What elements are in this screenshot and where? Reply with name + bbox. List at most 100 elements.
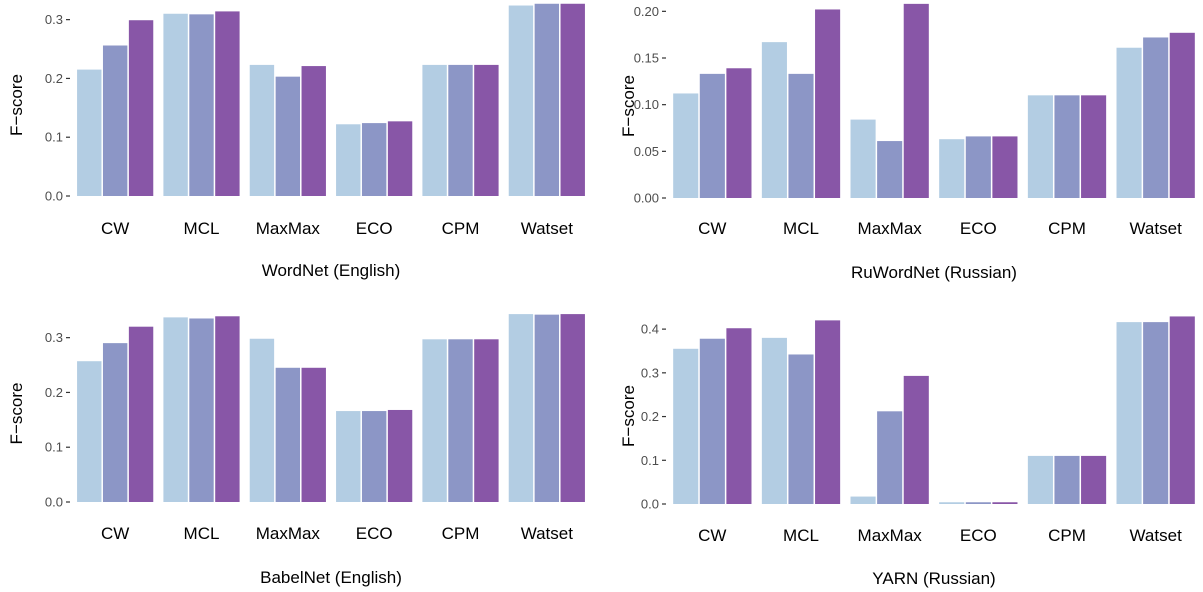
y-tick-label: 0.2: [45, 71, 63, 86]
bar-cw-series-2: [102, 45, 128, 197]
y-tick-label: 0.3: [45, 12, 63, 27]
x-tick-label: CW: [698, 219, 726, 238]
bar-watset-series-3: [1169, 32, 1195, 198]
y-tick-label: 0.3: [641, 365, 659, 380]
bar-maxmax-series-1: [850, 496, 876, 504]
y-tick-label: 0.0: [45, 189, 63, 204]
x-tick-label: CW: [101, 219, 129, 238]
bar-watset-series-2: [1143, 37, 1169, 198]
x-tick-label: CW: [698, 526, 726, 545]
bar-mcl-series-2: [189, 14, 214, 196]
bar-maxmax-series-3: [301, 66, 326, 196]
bar-eco-series-1: [939, 139, 965, 198]
y-tick-label: 0.3: [45, 330, 63, 345]
x-axis-title: YARN (Russian): [872, 569, 995, 588]
x-tick-label: Watset: [1130, 526, 1183, 545]
bar-mcl-series-2: [189, 318, 214, 502]
bar-mcl-series-1: [761, 42, 787, 199]
bar-mcl-series-1: [761, 337, 787, 504]
chart-panel-3: 0.0 0.1 0.2 0.3 F−score CW MCL MaxMax ECO CPM Wats…: [7, 314, 585, 587]
y-tick-label: 0.1: [45, 130, 63, 145]
y-axis-title: F−score: [619, 75, 638, 137]
bar-cw-series-3: [128, 326, 154, 502]
bar-maxmax-series-2: [275, 76, 301, 196]
bar-cpm-series-3: [1081, 455, 1107, 504]
bar-cw-series-1: [673, 93, 699, 198]
y-tick-label: 0.2: [45, 385, 63, 400]
bar-watset-series-1: [508, 5, 534, 197]
x-tick-label: CPM: [1048, 219, 1086, 238]
bar-cw-series-3: [128, 20, 154, 196]
bar-cw-series-1: [77, 69, 102, 196]
bar-mcl-series-2: [788, 73, 814, 198]
bar-maxmax-series-1: [249, 64, 275, 196]
x-axis-title: BabelNet (English): [260, 568, 402, 587]
bar-cw-series-2: [699, 73, 725, 198]
bar-mcl-series-3: [215, 11, 240, 196]
bar-eco-series-2: [361, 411, 387, 502]
y-tick-label: 0.15: [634, 51, 659, 66]
y-axis-title: F−score: [7, 383, 26, 445]
bar-maxmax-series-1: [850, 119, 876, 198]
bar-watset-series-1: [1116, 322, 1142, 504]
bar-cpm-series-1: [1027, 455, 1053, 504]
x-tick-label: Watset: [521, 219, 574, 238]
x-tick-label: Watset: [521, 524, 574, 543]
bar-cpm-series-1: [422, 339, 447, 502]
x-tick-label: CPM: [1048, 526, 1086, 545]
bar-eco-series-2: [965, 502, 991, 504]
x-tick-label: MCL: [184, 219, 220, 238]
bar-watset-series-2: [534, 3, 560, 196]
y-axis-title: F−score: [619, 385, 638, 447]
bar-maxmax-series-2: [877, 141, 903, 198]
bar-maxmax-series-3: [903, 3, 929, 198]
bar-cpm-series-3: [474, 339, 499, 502]
x-tick-label: CPM: [442, 524, 480, 543]
x-tick-label: MaxMax: [858, 526, 923, 545]
bar-maxmax-series-1: [249, 338, 275, 502]
x-tick-label: MCL: [783, 219, 819, 238]
bar-maxmax-series-3: [301, 367, 326, 502]
bar-cpm-series-3: [474, 64, 499, 196]
bar-eco-series-1: [939, 502, 965, 504]
bar-eco-series-1: [336, 411, 361, 502]
bar-cw-series-3: [726, 68, 752, 199]
bar-watset-series-2: [534, 314, 560, 502]
y-tick-label: 0.2: [641, 409, 659, 424]
x-tick-label: MCL: [783, 526, 819, 545]
bar-cpm-series-3: [1081, 95, 1107, 198]
y-axis-title: F−score: [7, 74, 26, 136]
bar-eco-series-2: [965, 136, 991, 198]
x-tick-label: MaxMax: [256, 219, 321, 238]
x-tick-label: CW: [101, 524, 129, 543]
bar-cpm-series-1: [1027, 95, 1053, 198]
x-tick-label: CPM: [442, 219, 480, 238]
x-tick-label: ECO: [356, 524, 393, 543]
x-axis-title: RuWordNet (Russian): [851, 263, 1017, 282]
bar-cpm-series-2: [1054, 95, 1080, 198]
y-tick-label: 0.05: [634, 144, 659, 159]
x-tick-label: MaxMax: [256, 524, 321, 543]
y-tick-label: 0.0: [641, 497, 659, 512]
bar-eco-series-1: [336, 124, 361, 196]
bar-cpm-series-2: [1054, 455, 1080, 504]
bar-mcl-series-3: [815, 9, 841, 199]
bar-eco-series-2: [361, 123, 387, 196]
bar-eco-series-3: [387, 409, 413, 502]
bar-mcl-series-2: [788, 354, 814, 504]
chart-panel-2: 0.00 0.05 0.10 0.15 0.20 F−score CW MCL MaxMax EC…: [619, 4, 1195, 282]
bar-eco-series-3: [992, 136, 1018, 198]
bar-watset-series-3: [1169, 316, 1195, 504]
x-tick-label: MCL: [184, 524, 220, 543]
y-tick-label: 0.10: [634, 97, 659, 112]
bar-cpm-series-1: [422, 64, 447, 196]
x-tick-label: ECO: [356, 219, 393, 238]
bar-cw-series-1: [673, 348, 699, 504]
bar-maxmax-series-3: [903, 375, 929, 504]
bar-mcl-series-1: [163, 13, 188, 197]
bar-mcl-series-1: [163, 317, 188, 502]
bar-watset-series-2: [1143, 322, 1169, 504]
x-tick-label: Watset: [1130, 219, 1183, 238]
x-axis-title: WordNet (English): [262, 261, 401, 280]
